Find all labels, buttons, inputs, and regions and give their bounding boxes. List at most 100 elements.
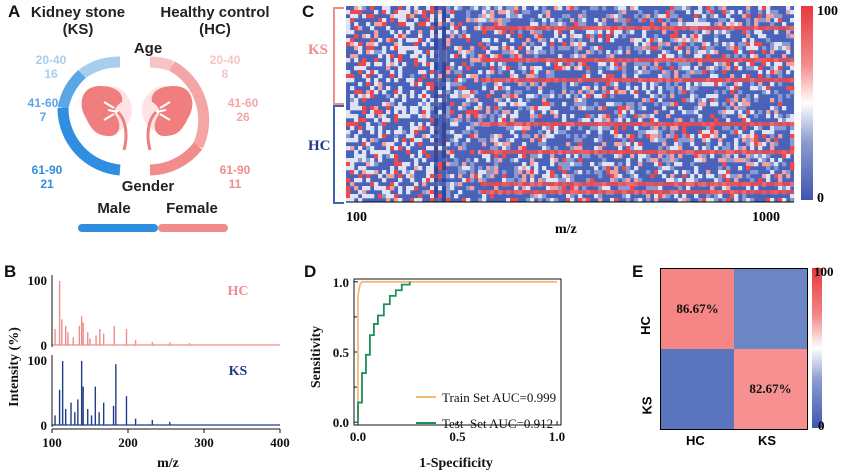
heatmap-cell xyxy=(726,46,731,51)
ks-age-range: 20-40 xyxy=(35,53,67,67)
heatmap-cell xyxy=(742,98,747,103)
heatmap-cell xyxy=(366,14,371,19)
heatmap-cell xyxy=(510,46,515,51)
heatmap-cell xyxy=(738,90,743,95)
ks-age-count: 16 xyxy=(44,67,58,81)
heatmap-cell xyxy=(486,6,491,11)
b-xlabel: m/z xyxy=(157,456,179,471)
heatmap-cell xyxy=(638,198,643,203)
heatmap-cell xyxy=(370,6,375,11)
heatmap-cell xyxy=(374,138,379,143)
heatmap-cell xyxy=(702,46,707,51)
heatmap-cell xyxy=(674,30,679,35)
heatmap-cell xyxy=(518,146,523,151)
heatmap-cell xyxy=(578,102,583,107)
heatmap-cell xyxy=(494,138,499,143)
heatmap-cell xyxy=(350,14,355,19)
heatmap-cell xyxy=(694,22,699,27)
heatmap-cell xyxy=(530,114,535,119)
heatmap-cell xyxy=(378,38,383,43)
heatmap-cell xyxy=(450,174,455,179)
heatmap-cell xyxy=(618,6,623,11)
heatmap-cell xyxy=(374,10,379,15)
heatmap-cell xyxy=(570,82,575,87)
heatmap-cell xyxy=(410,126,415,131)
heatmap-cell xyxy=(370,150,375,155)
heatmap-cell xyxy=(626,46,631,51)
heatmap-cell xyxy=(478,122,483,127)
heatmap-cell xyxy=(422,126,427,131)
heatmap-cell xyxy=(398,130,403,135)
heatmap-cell xyxy=(610,14,615,19)
heatmap-cell xyxy=(690,162,695,167)
heatmap-band xyxy=(480,182,794,186)
heatmap-cell xyxy=(690,38,695,43)
heatmap-cell xyxy=(390,102,395,107)
heatmap-cell xyxy=(746,142,751,147)
heatmap-cell xyxy=(358,66,363,71)
heatmap-cell xyxy=(670,86,675,91)
heatmap-cell xyxy=(742,14,747,19)
heatmap-cell xyxy=(562,174,567,179)
heatmap-cell xyxy=(786,6,791,11)
heatmap-cell xyxy=(534,166,539,171)
heatmap-cell xyxy=(558,94,563,99)
heatmap-cell xyxy=(746,118,751,123)
heatmap-cell xyxy=(686,186,691,191)
heatmap-cell xyxy=(654,134,659,139)
heatmap-cell xyxy=(618,14,623,19)
heatmap-cell xyxy=(446,78,451,83)
heatmap-cell xyxy=(694,146,699,151)
heatmap-cell xyxy=(722,114,727,119)
heatmap-cell xyxy=(710,126,715,131)
heatmap-cell xyxy=(350,106,355,111)
heatmap-cell xyxy=(662,138,667,143)
heatmap-cell xyxy=(406,46,411,51)
heatmap-cell xyxy=(578,66,583,71)
heatmap-cell xyxy=(466,66,471,71)
heatmap-cell xyxy=(494,186,499,191)
heatmap-cell xyxy=(734,66,739,71)
heatmap-cell xyxy=(518,90,523,95)
heatmap-cell xyxy=(658,86,663,91)
heatmap-cell xyxy=(426,82,431,87)
heatmap-cell xyxy=(430,98,435,103)
heatmap-cell xyxy=(742,146,747,151)
heatmap-cell xyxy=(558,38,563,43)
heatmap-cell xyxy=(666,86,671,91)
heatmap-cell xyxy=(422,134,427,139)
heatmap-cell xyxy=(722,82,727,87)
heatmap-cell xyxy=(534,66,539,71)
heatmap-cell xyxy=(358,126,363,131)
heatmap-cell xyxy=(346,114,351,119)
heatmap-cell xyxy=(386,194,391,199)
heatmap-cell xyxy=(726,86,731,91)
heatmap-cell xyxy=(730,130,735,135)
heatmap-cell xyxy=(402,142,407,147)
heatmap-cell xyxy=(482,114,487,119)
heatmap-cell xyxy=(574,146,579,151)
heatmap-cell xyxy=(646,130,651,135)
heatmap-cell xyxy=(498,134,503,139)
heatmap-cell xyxy=(626,86,631,91)
d-ytick-label: 0.0 xyxy=(333,415,349,430)
heatmap-cell xyxy=(522,6,527,11)
heatmap-cell xyxy=(558,46,563,51)
heatmap-cell xyxy=(574,170,579,175)
heatmap-cell xyxy=(602,106,607,111)
heatmap-cell xyxy=(462,30,467,35)
heatmap-cell xyxy=(566,6,571,11)
heatmap-cell xyxy=(598,170,603,175)
heatmap-cell xyxy=(722,186,727,191)
heatmap-cell xyxy=(622,90,627,95)
heatmap-cell xyxy=(714,82,719,87)
heatmap-cell xyxy=(470,110,475,115)
heatmap-cell xyxy=(490,174,495,179)
heatmap-cell xyxy=(670,34,675,39)
heatmap-cell xyxy=(430,86,435,91)
heatmap-cell xyxy=(470,134,475,139)
heatmap-cell xyxy=(570,90,575,95)
heatmap-cell xyxy=(694,50,699,55)
heatmap-cell xyxy=(386,146,391,151)
heatmap-cell xyxy=(642,70,647,75)
